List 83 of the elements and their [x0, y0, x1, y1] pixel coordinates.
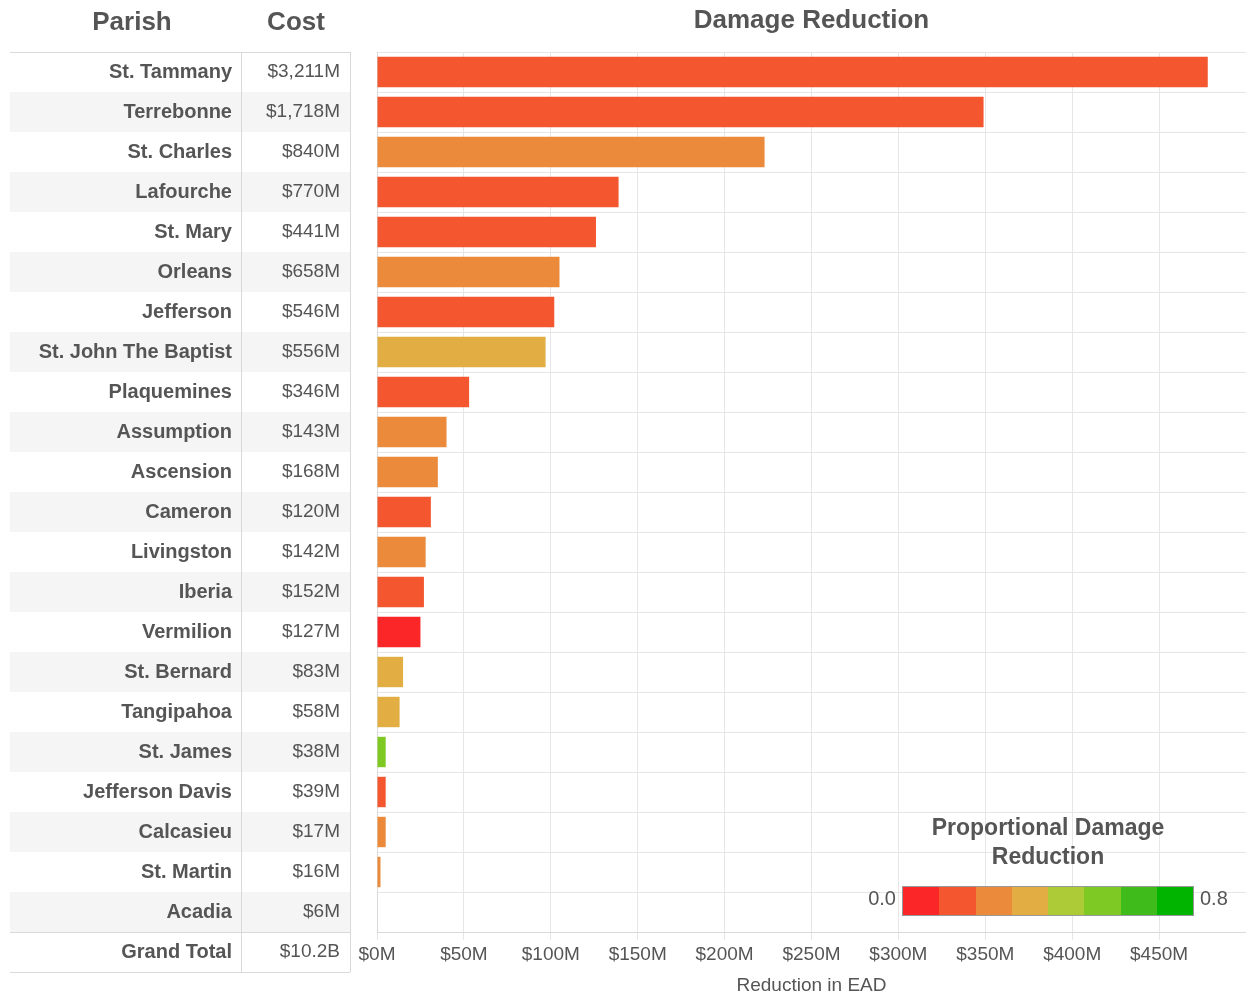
annotation: 0.0: [868, 886, 896, 909]
bar: [377, 456, 438, 488]
y-tick-label: Jefferson: [141, 299, 232, 322]
bar: [377, 296, 555, 328]
bar: [377, 216, 596, 248]
x-tick-label: $100M: [521, 942, 580, 964]
text: $142M: [281, 540, 340, 562]
bar: [377, 776, 386, 808]
text: $3,211M: [267, 60, 340, 82]
bar: [377, 576, 424, 608]
text: $1,718M: [266, 100, 340, 122]
text: $6M: [303, 900, 340, 922]
text: $840M: [281, 140, 340, 162]
text: $58M: [292, 700, 340, 722]
bar: [377, 536, 426, 568]
bar: [377, 656, 404, 688]
x-tick-label: $450M: [1130, 942, 1189, 964]
text: Grand Total: [121, 939, 232, 962]
x-tick-label: $150M: [608, 942, 667, 964]
y-tick-label: St. John The Baptist: [38, 339, 233, 362]
y-tick-label: Assumption: [116, 419, 232, 442]
bar: [377, 336, 546, 368]
y-tick-label: Calcasieu: [138, 819, 232, 842]
text: $16M: [292, 860, 340, 882]
text: $152M: [281, 580, 340, 602]
y-tick-label: Orleans: [157, 259, 232, 282]
color-bar-title: Proportional Damage Reduction: [931, 814, 1165, 870]
text: $17M: [292, 820, 340, 842]
y-tick-label: St. Mary: [154, 219, 233, 242]
x-axis-title: Reduction in EAD: [736, 973, 887, 995]
text: $39M: [292, 780, 340, 802]
y-tick-label: Lafourche: [135, 179, 232, 202]
bar: [377, 376, 470, 408]
y-tick-label: Terrebonne: [123, 99, 232, 122]
x-tick-label: $300M: [869, 942, 928, 964]
x-tick-label: $350M: [956, 942, 1015, 964]
y-tick-label: Cameron: [145, 499, 232, 522]
y-axis-title: Parish: [92, 6, 172, 37]
text: $346M: [281, 380, 340, 402]
bar: [377, 616, 421, 648]
bar: [377, 56, 1208, 88]
y-tick-label: St. Charles: [127, 139, 232, 162]
bar: [377, 176, 619, 208]
text: $83M: [292, 660, 340, 682]
text: Cost: [267, 6, 326, 37]
y-tick-label: St. James: [138, 739, 232, 762]
bar: [377, 136, 765, 168]
text: $168M: [281, 460, 340, 482]
text: $556M: [281, 340, 340, 362]
x-tick-label: $400M: [1043, 942, 1102, 964]
bar: [377, 256, 560, 288]
y-tick-label: St. Tammany: [109, 59, 233, 82]
y-tick-label: Iberia: [178, 579, 233, 602]
y-tick-label: Ascension: [130, 459, 232, 482]
text: $441M: [281, 220, 340, 242]
y-tick-label: Plaquemines: [108, 379, 232, 402]
x-tick-label: $0M: [358, 942, 396, 964]
y-tick-label: Tangipahoa: [121, 699, 233, 722]
y-tick-label: Acadia: [166, 899, 233, 922]
y-tick-label: Vermilion: [141, 619, 232, 642]
text: $120M: [281, 500, 340, 522]
text: $127M: [281, 620, 340, 642]
y-tick-label: St. Bernard: [124, 659, 232, 682]
text: $546M: [281, 300, 340, 322]
x-tick-label: $200M: [695, 942, 754, 964]
bar: [377, 696, 400, 728]
chart-title: Damage Reduction: [693, 4, 930, 35]
x-tick-label: $50M: [440, 942, 488, 964]
text: $38M: [292, 740, 340, 762]
bar: [377, 416, 447, 448]
text: $658M: [281, 260, 340, 282]
x-tick-label: $250M: [782, 942, 841, 964]
y-tick-label: St. Martin: [140, 859, 232, 882]
y-tick-label: Livingston: [130, 539, 232, 562]
y-tick-label: Jefferson Davis: [83, 779, 232, 802]
bar: [377, 736, 386, 768]
text: $143M: [281, 420, 340, 442]
bar: [377, 496, 431, 528]
bar: [377, 816, 386, 848]
text: $770M: [281, 180, 340, 202]
annotation: 0.8: [1200, 886, 1228, 909]
bar: [377, 96, 984, 128]
text: $10.2B: [279, 940, 340, 962]
